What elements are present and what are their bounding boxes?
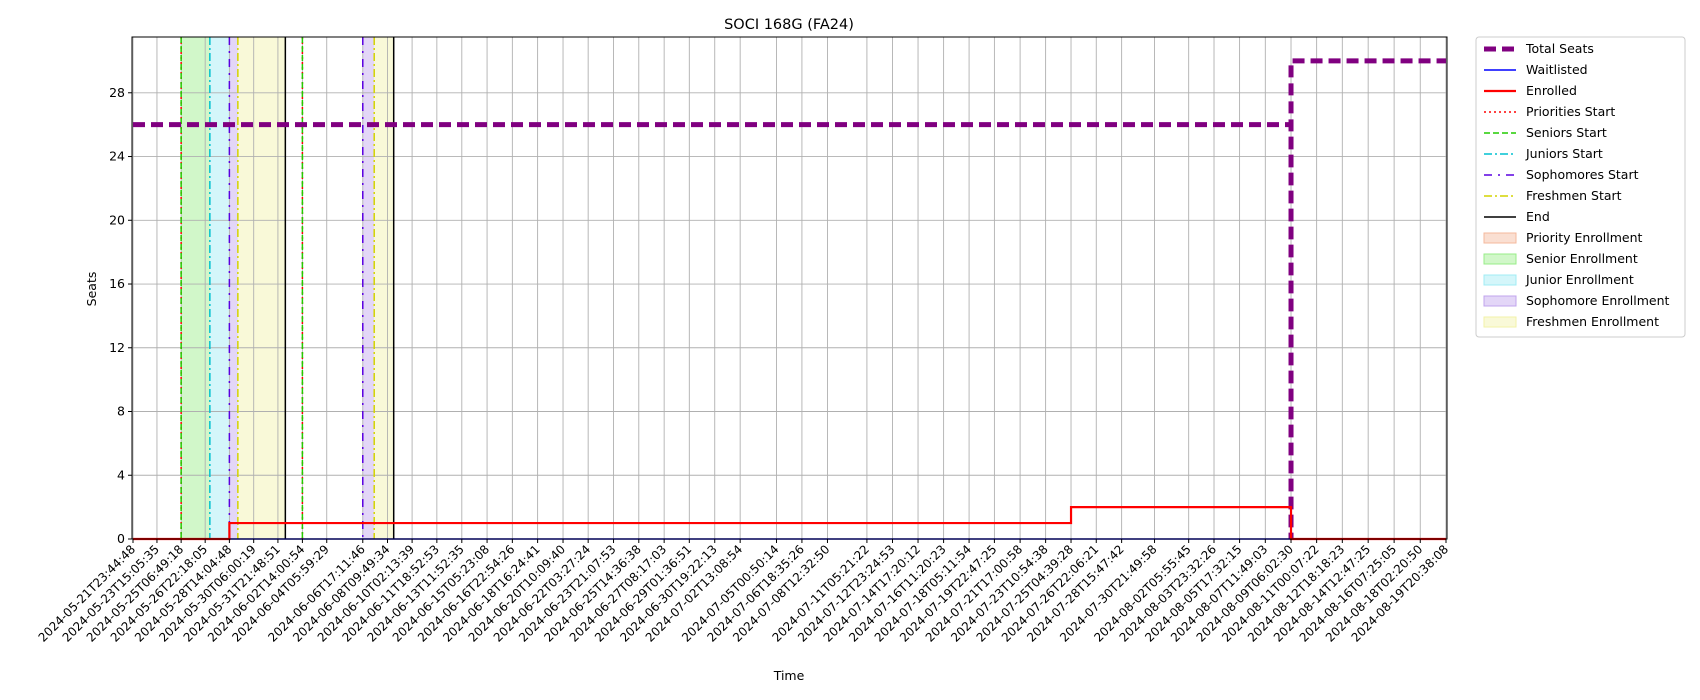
legend-label: Freshmen Start [1526,188,1622,203]
legend-label: End [1526,209,1550,224]
y-axis-ticks: 0 4 8 12 16 20 24 28 [109,85,132,546]
series-total-seats [133,58,1446,539]
series-enrolled [133,506,1446,541]
plot-frame [131,36,1448,540]
y-tick-label: 0 [117,531,125,546]
grid-lines [132,37,1447,540]
span-sophomore-enrollment [229,37,238,539]
span-freshmen-enrollment [237,37,286,539]
span-sophomore-enrollment [362,37,375,539]
legend-label: Sophomores Start [1526,167,1639,182]
enrollment-spans [181,37,394,539]
legend-swatch [1483,253,1517,265]
legend-label: Junior Enrollment [1525,272,1634,287]
series-lines [133,58,1446,541]
legend-label: Priority Enrollment [1526,230,1643,245]
y-tick-label: 4 [117,467,125,482]
legend-label: Juniors Start [1525,146,1603,161]
legend-label: Total Seats [1525,41,1594,56]
x-axis-label: Time [773,668,805,683]
y-axis-label: Seats [84,272,99,307]
legend-swatch [1483,232,1517,244]
y-tick-label: 16 [109,276,125,291]
legend-swatch [1483,295,1517,307]
legend-swatch [1483,274,1517,286]
legend-label: Senior Enrollment [1526,251,1638,266]
legend-label: Enrolled [1526,83,1577,98]
span-freshmen-enrollment [374,37,394,539]
y-tick-label: 28 [109,85,125,100]
y-tick-label: 24 [109,149,125,164]
legend: Total Seats Waitlisted Enrolled Priorities … [1475,36,1686,338]
legend-label: Priorities Start [1526,104,1615,119]
span-junior-enrollment [209,37,230,539]
y-tick-label: 12 [109,340,125,355]
chart-title: SOCI 168G (FA24) [724,17,854,33]
legend-label: Sophomore Enrollment [1526,293,1670,308]
legend-label: Freshmen Enrollment [1526,314,1659,329]
y-tick-label: 8 [117,404,125,419]
y-tick-label: 20 [109,212,125,227]
phase-markers [180,37,395,539]
legend-box [1475,36,1686,338]
legend-swatch [1483,316,1517,328]
legend-label: Seniors Start [1526,125,1607,140]
x-axis-ticks: 2024-05-21T23:44:482024-05-23T15:05:3520… [36,539,1451,645]
legend-label: Waitlisted [1526,62,1588,77]
